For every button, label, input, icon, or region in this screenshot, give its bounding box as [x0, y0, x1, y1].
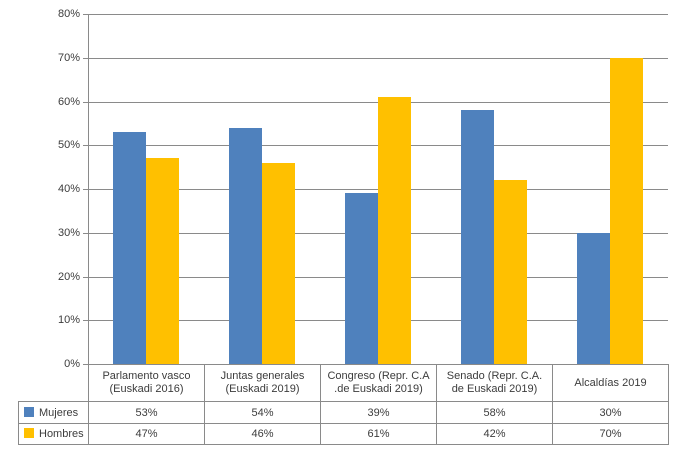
- category-header-3: Senado (Repr. C.A. de Euskadi 2019): [436, 364, 553, 402]
- bar-hombres-1: [262, 163, 295, 364]
- bar-hombres-2: [378, 97, 411, 364]
- plot-area: [88, 14, 668, 364]
- y-axis-tick-label: 50%: [57, 139, 80, 151]
- y-axis-tick: [83, 102, 88, 103]
- y-axis-tick-label: 10%: [57, 314, 80, 326]
- y-axis-tick-label: 40%: [57, 183, 80, 195]
- table-corner-cell: [19, 365, 89, 402]
- gridline: [88, 58, 668, 59]
- value-cell-mujeres-3: 58%: [436, 401, 553, 424]
- gridline: [88, 14, 668, 15]
- y-axis-tick: [83, 364, 88, 365]
- y-axis-tick-label: 20%: [57, 271, 80, 283]
- y-axis-tick-label: 30%: [57, 227, 80, 239]
- legend-swatch-mujeres: [24, 406, 34, 417]
- data-table: Parlamento vasco (Euskadi 2016) Juntas ge…: [18, 364, 669, 445]
- bar-mujeres-1: [229, 128, 262, 364]
- category-header-2: Congreso (Repr. C.A .de Euskadi 2019): [320, 364, 437, 402]
- y-axis-tick-label: 60%: [57, 96, 80, 108]
- category-header-1: Juntas generales (Euskadi 2019): [204, 364, 321, 402]
- y-axis-tick-label: 70%: [57, 52, 80, 64]
- y-axis-tick: [83, 189, 88, 190]
- y-axis-tick-label: 0%: [64, 358, 80, 370]
- value-cell-hombres-3: 42%: [436, 423, 553, 445]
- value-cell-hombres-2: 61%: [320, 423, 437, 445]
- value-cell-mujeres-4: 30%: [552, 401, 669, 424]
- y-axis-tick: [83, 145, 88, 146]
- legend-label-hombres: Hombres: [39, 428, 84, 440]
- table-row: Mujeres 53% 54% 39% 58% 30%: [18, 401, 669, 424]
- legend-item-mujeres: Mujeres: [18, 401, 89, 424]
- legend-label-mujeres: Mujeres: [39, 406, 79, 419]
- bar-hombres-0: [146, 158, 179, 364]
- value-cell-mujeres-2: 39%: [320, 401, 437, 424]
- category-header-4: Alcaldías 2019: [552, 364, 669, 402]
- y-axis-tick: [83, 277, 88, 278]
- bar-mujeres-3: [461, 110, 494, 364]
- bar-hombres-4: [610, 58, 643, 364]
- y-axis-tick: [83, 58, 88, 59]
- y-axis-tick: [83, 233, 88, 234]
- value-cell-hombres-0: 47%: [88, 423, 205, 445]
- bar-mujeres-4: [577, 233, 610, 364]
- value-cell-mujeres-0: 53%: [88, 401, 205, 424]
- value-cell-mujeres-1: 54%: [204, 401, 321, 424]
- y-axis-tick-label: 80%: [57, 8, 80, 20]
- bar-hombres-3: [494, 180, 527, 364]
- y-axis-tick: [83, 14, 88, 15]
- bar-mujeres-0: [113, 132, 146, 364]
- legend-item-hombres: Hombres: [18, 423, 89, 445]
- bar-mujeres-2: [345, 193, 378, 364]
- value-cell-hombres-4: 70%: [552, 423, 669, 445]
- legend-swatch-hombres: [24, 428, 34, 438]
- value-cell-hombres-1: 46%: [204, 423, 321, 445]
- category-header-0: Parlamento vasco (Euskadi 2016): [88, 364, 205, 402]
- y-axis-tick: [83, 320, 88, 321]
- table-row: Hombres 47% 46% 61% 42% 70%: [18, 423, 669, 445]
